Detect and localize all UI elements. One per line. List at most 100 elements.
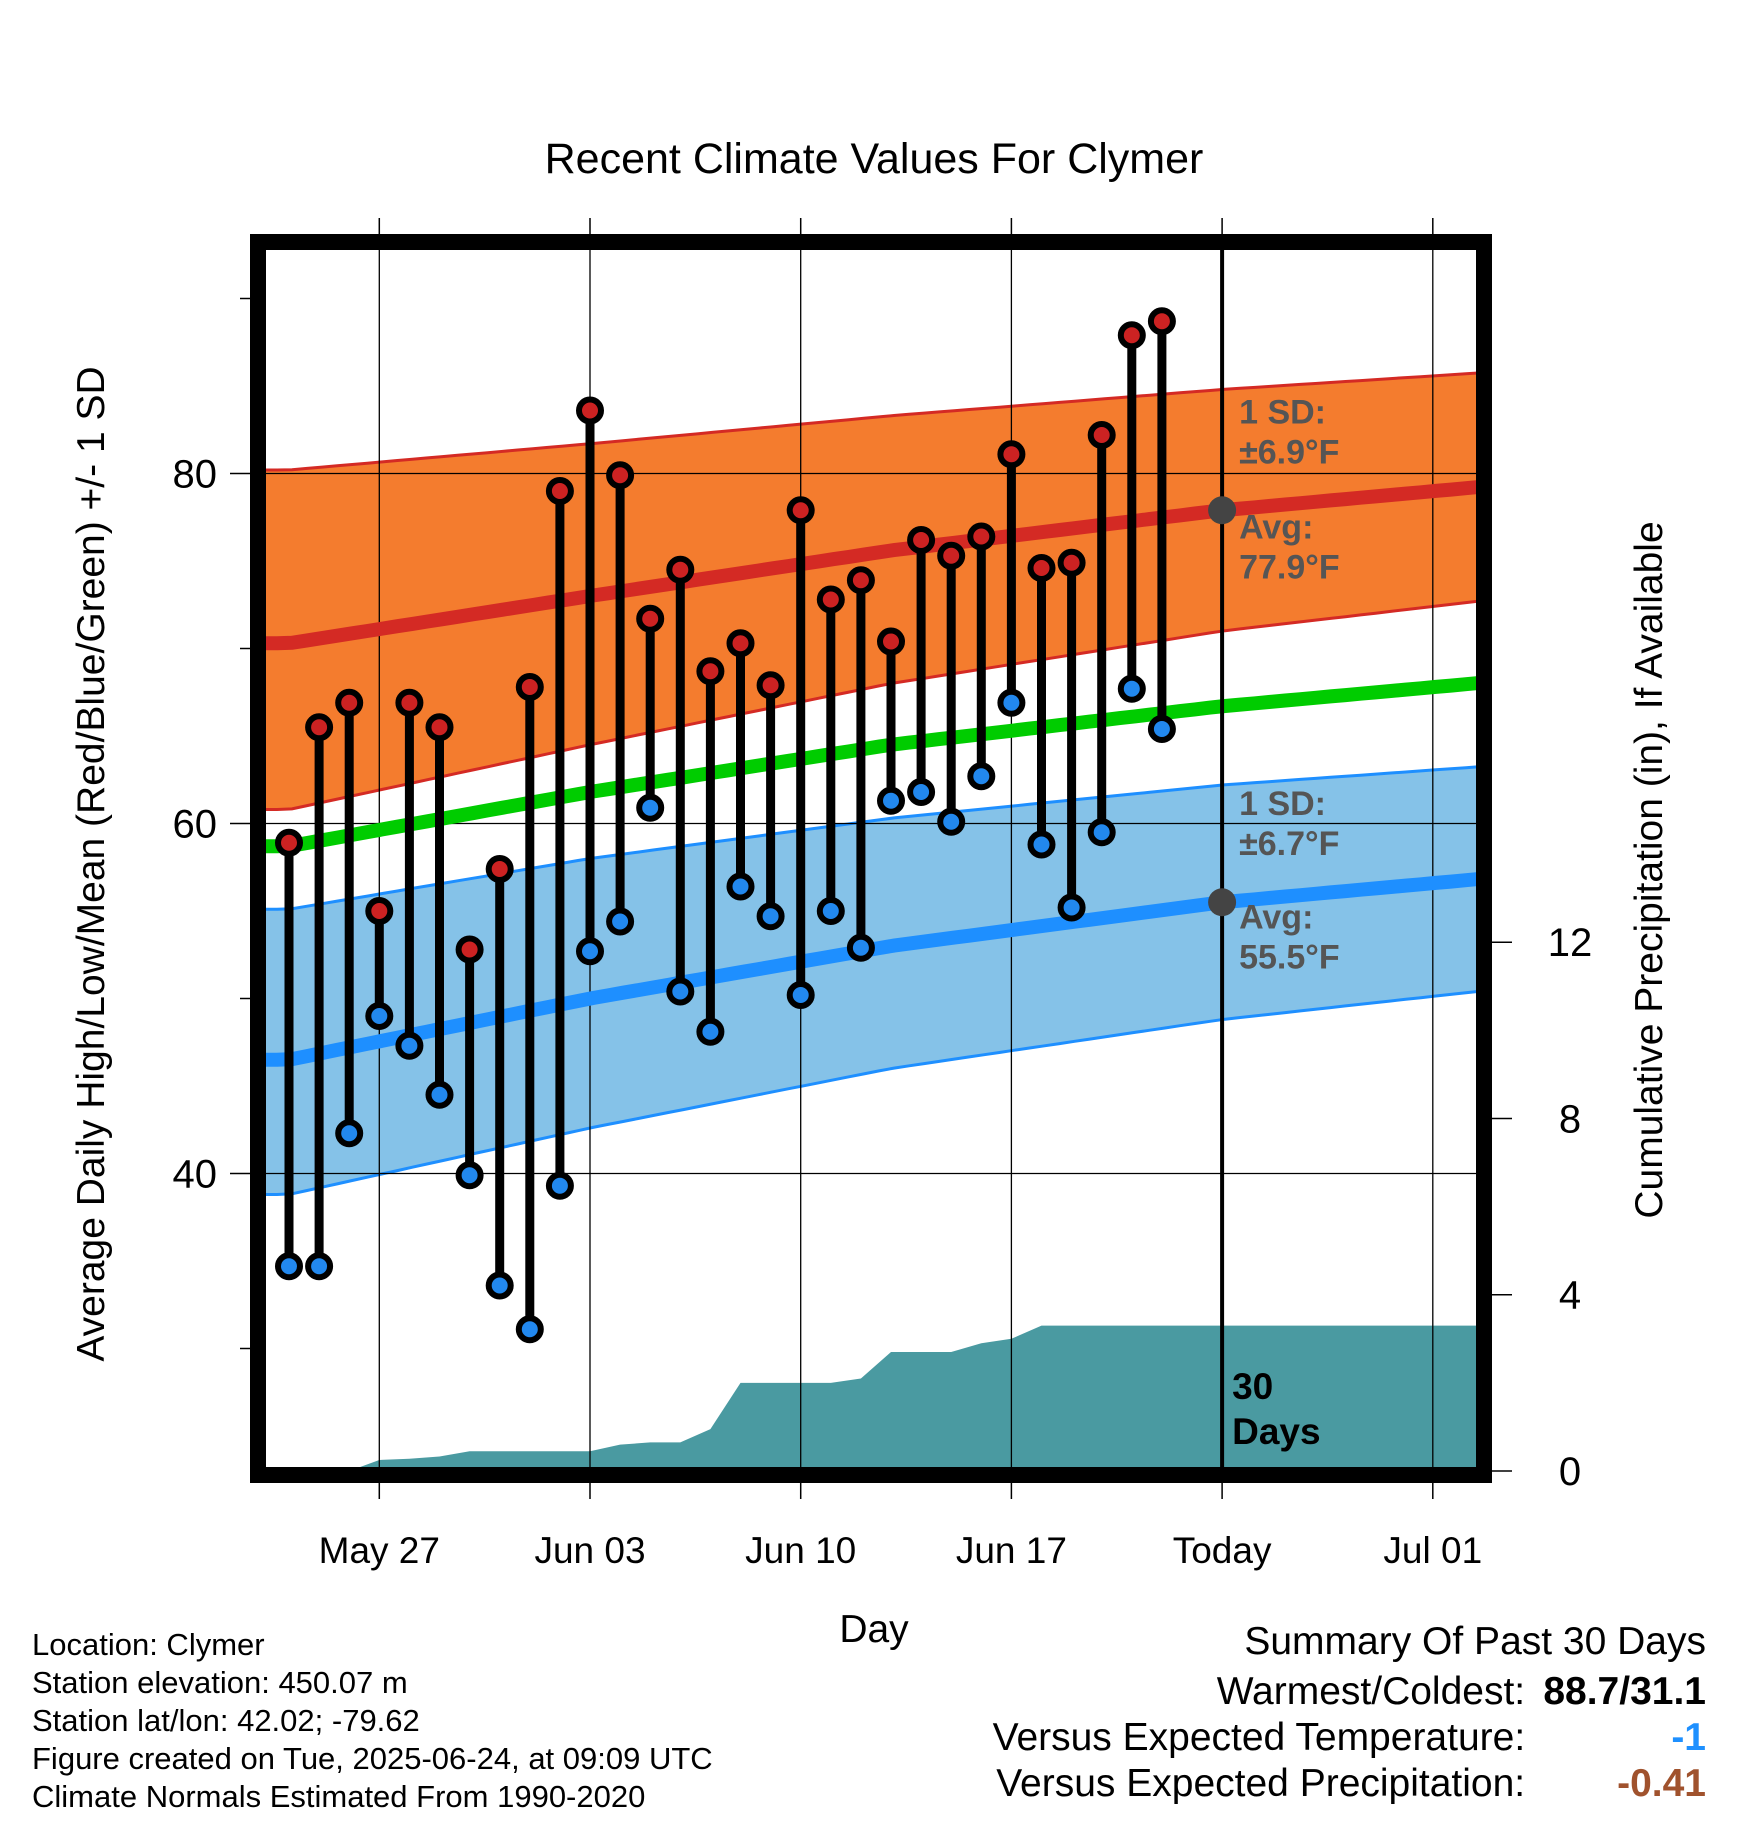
daily-high-point (877, 627, 905, 656)
precip-cumulative-area (289, 1325, 1480, 1471)
daily-bar (816, 585, 845, 925)
high-avg-label: Avg: (1239, 508, 1313, 546)
daily-bar (365, 897, 394, 1030)
y2-axis-label: Cumulative Precipitation (in), If Availa… (1628, 521, 1671, 1218)
x-tick-label: May 27 (319, 1530, 440, 1571)
daily-bar (485, 855, 514, 1300)
daily-high-point (455, 935, 484, 964)
daily-low-point (275, 1252, 303, 1281)
daily-bar (1117, 321, 1146, 703)
daily-bar (786, 496, 815, 1009)
today-avg-low-marker (1208, 888, 1237, 917)
daily-low-point (877, 786, 905, 815)
high-avg-value: 77.9°F (1239, 548, 1340, 586)
latlon-text: Station lat/lon: 42.02; -79.62 (32, 1703, 420, 1738)
daily-high-point (576, 396, 604, 425)
location-text: Location: Clymer (32, 1627, 265, 1662)
daily-bar (1147, 307, 1176, 743)
daily-low-point (305, 1252, 334, 1281)
daily-low-point (485, 1271, 514, 1300)
avg-high-line (262, 479, 1480, 651)
daily-high-point (907, 526, 936, 554)
days-number: 30 (1232, 1366, 1273, 1407)
daily-bar (636, 604, 665, 822)
days-label: Days (1232, 1411, 1320, 1452)
daily-high-point (275, 828, 303, 857)
daily-low-point (666, 977, 695, 1006)
daily-high-point (696, 657, 725, 686)
precip-area (289, 1325, 1480, 1471)
daily-low-point (395, 1031, 424, 1060)
daily-high-point (666, 555, 695, 584)
x-tick-label: Today (1173, 1530, 1272, 1571)
chart-title: Recent Climate Values For Clymer (545, 135, 1204, 183)
daily-bar (726, 629, 755, 901)
daily-high-point (786, 496, 815, 525)
daily-bar (696, 657, 725, 1046)
y-tick-label: 60 (173, 803, 218, 847)
daily-bar (425, 713, 454, 1109)
normals-text: Climate Normals Estimated From 1990-2020 (32, 1779, 646, 1814)
daily-low-point (726, 872, 755, 901)
daily-high-point (606, 461, 635, 490)
avg-mean-line (262, 675, 1480, 854)
y2-tick-label: 4 (1559, 1274, 1581, 1318)
daily-bar (455, 935, 484, 1190)
y-axis-label: Average Daily High/Low/Mean (Red/Blue/Gr… (70, 366, 113, 1361)
daily-bar (967, 522, 996, 791)
high-sd-value: ±6.9°F (1239, 434, 1339, 472)
low-sd-band (262, 766, 1480, 1195)
daily-high-point (1027, 554, 1056, 582)
daily-bar (997, 440, 1026, 717)
daily-bar (756, 671, 785, 931)
daily-bar (275, 828, 303, 1281)
summary-title: Summary Of Past 30 Days (1244, 1620, 1706, 1663)
daily-bar (937, 541, 966, 836)
daily-low-point (335, 1119, 364, 1148)
daily-high-point (305, 713, 334, 742)
daily-high-point (816, 585, 845, 614)
low-avg-label: Avg: (1239, 898, 1313, 936)
daily-high-point (756, 671, 785, 700)
daily-high-point (485, 855, 514, 883)
daily-low-point (1087, 818, 1116, 847)
plot-frame (250, 234, 1492, 1483)
high-band-edge-upper (262, 371, 1480, 472)
daily-high-point (997, 440, 1026, 469)
daily-low-point (576, 937, 604, 966)
low-sd-value: ±6.7°F (1239, 825, 1339, 863)
x-tick-label: Jun 03 (534, 1530, 645, 1571)
y2-tick-label: 12 (1548, 921, 1593, 965)
daily-high-point (425, 713, 454, 742)
x-tick-label: Jun 17 (956, 1530, 1067, 1571)
y2-tick-label: 0 (1559, 1450, 1581, 1494)
daily-bar (846, 566, 875, 962)
high-sd-label: 1 SD: (1239, 394, 1326, 432)
daily-low-point (756, 902, 785, 931)
daily-bar (515, 673, 544, 1344)
daily-low-point (545, 1171, 574, 1200)
low-band-edge-upper (262, 765, 1480, 911)
daily-high-point (1057, 548, 1086, 577)
daily-high-point (636, 604, 665, 633)
low-sd-label: 1 SD: (1239, 785, 1326, 823)
daily-high-point (1117, 321, 1146, 350)
daily-high-point (1087, 421, 1116, 449)
daily-bar (877, 627, 905, 815)
daily-high-point (515, 673, 544, 701)
daily-high-point (846, 566, 875, 595)
daily-bar (576, 396, 604, 966)
daily-bar (1027, 554, 1056, 859)
daily-observations (275, 307, 1237, 1344)
daily-high-point (937, 541, 966, 570)
daily-low-point (1027, 830, 1056, 859)
precip-value: -0.41 (1617, 1762, 1706, 1805)
precip-label: Versus Expected Precipitation: (996, 1762, 1526, 1805)
daily-low-point (846, 933, 875, 962)
daily-low-point (1057, 893, 1086, 922)
daily-low-point (606, 907, 635, 936)
today-avg-high-marker (1208, 496, 1237, 525)
daily-low-point (636, 793, 665, 822)
